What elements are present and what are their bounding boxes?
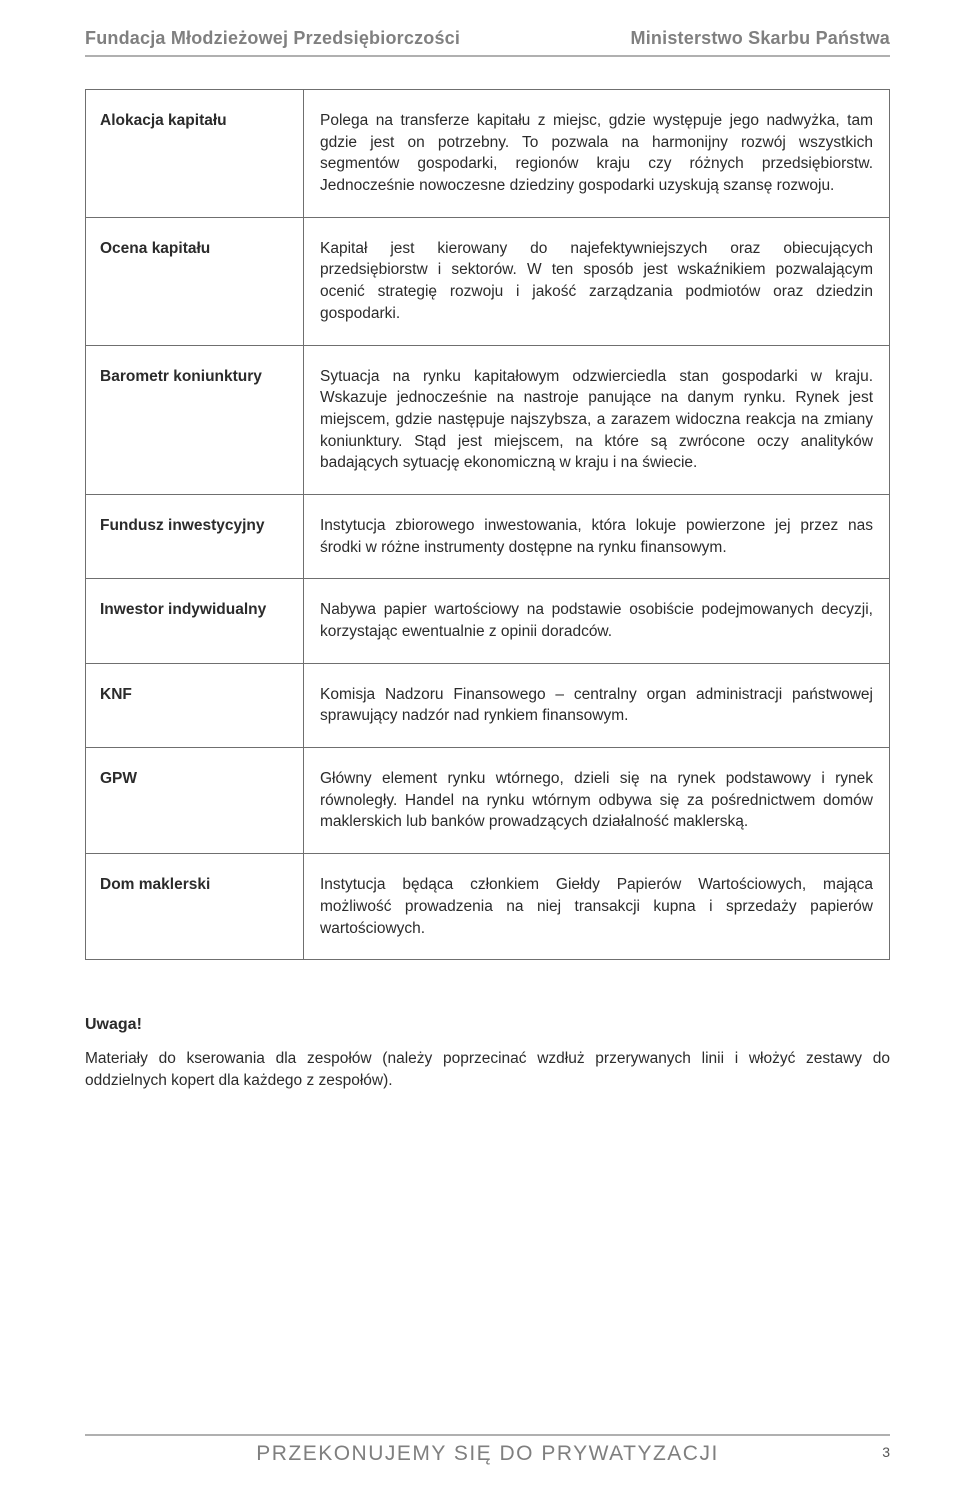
header-left: Fundacja Młodzieżowej Przedsiębiorczości <box>85 28 460 49</box>
page-footer: PRZEKONUJEMY SIĘ DO PRYWATYZACJI 3 <box>85 1434 890 1466</box>
note-body: Materiały do kserowania dla zespołów (na… <box>85 1048 890 1091</box>
term-cell: Ocena kapitału <box>86 217 304 345</box>
definitions-table: Alokacja kapitału Polega na transferze k… <box>85 89 890 960</box>
term-cell: Inwestor indywidualny <box>86 579 304 663</box>
desc-cell: Polega na transferze kapitału z miejsc, … <box>304 90 890 218</box>
desc-cell: Nabywa papier wartościowy na podstawie o… <box>304 579 890 663</box>
table-row: GPW Główny element rynku wtórnego, dziel… <box>86 748 890 854</box>
page-number: 3 <box>882 1444 890 1460</box>
desc-cell: Komisja Nadzoru Finansowego – centralny … <box>304 663 890 747</box>
desc-cell: Sytuacja na rynku kapitałowym odzwiercie… <box>304 345 890 494</box>
table-row: Barometr koniunktury Sytuacja na rynku k… <box>86 345 890 494</box>
table-row: Inwestor indywidualny Nabywa papier wart… <box>86 579 890 663</box>
table-row: Dom maklerski Instytucja będąca członkie… <box>86 854 890 960</box>
desc-cell: Główny element rynku wtórnego, dzieli si… <box>304 748 890 854</box>
footer-title: PRZEKONUJEMY SIĘ DO PRYWATYZACJI <box>85 1442 890 1466</box>
term-cell: Alokacja kapitału <box>86 90 304 218</box>
term-cell: KNF <box>86 663 304 747</box>
desc-cell: Kapitał jest kierowany do najefektywniej… <box>304 217 890 345</box>
table-row: Ocena kapitału Kapitał jest kierowany do… <box>86 217 890 345</box>
table-row: Alokacja kapitału Polega na transferze k… <box>86 90 890 218</box>
table-row: KNF Komisja Nadzoru Finansowego – centra… <box>86 663 890 747</box>
term-cell: Fundusz inwestycyjny <box>86 494 304 578</box>
page-header: Fundacja Młodzieżowej Przedsiębiorczości… <box>85 28 890 57</box>
term-cell: Dom maklerski <box>86 854 304 960</box>
note-heading: Uwaga! <box>85 1016 890 1034</box>
header-right: Ministerstwo Skarbu Państwa <box>631 28 890 49</box>
term-cell: GPW <box>86 748 304 854</box>
desc-cell: Instytucja będąca członkiem Giełdy Papie… <box>304 854 890 960</box>
page: Fundacja Młodzieżowej Przedsiębiorczości… <box>0 0 960 1496</box>
table-row: Fundusz inwestycyjny Instytucja zbiorowe… <box>86 494 890 578</box>
desc-cell: Instytucja zbiorowego inwestowania, któr… <box>304 494 890 578</box>
term-cell: Barometr koniunktury <box>86 345 304 494</box>
